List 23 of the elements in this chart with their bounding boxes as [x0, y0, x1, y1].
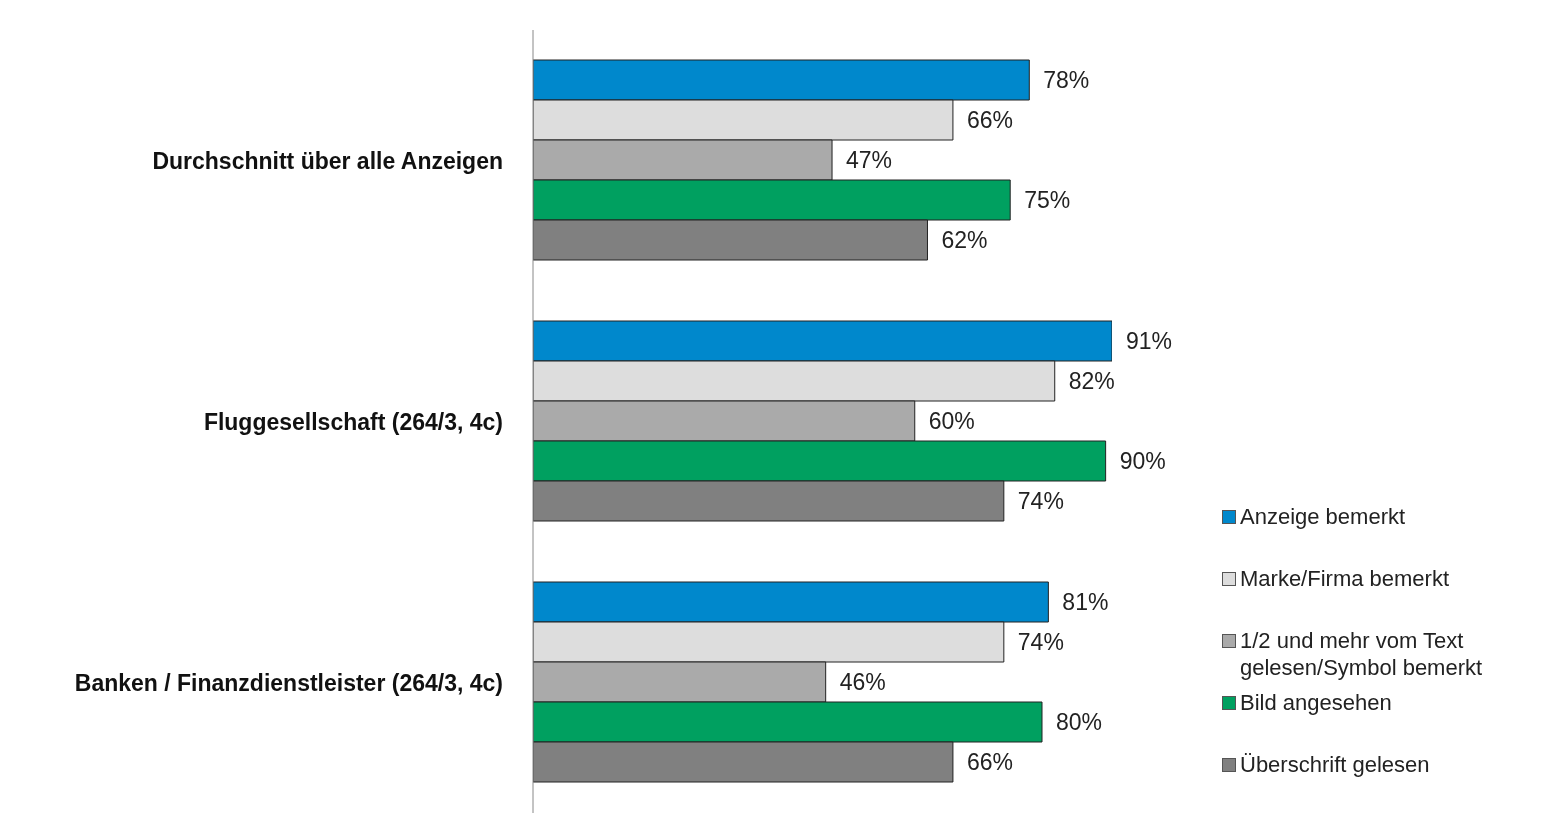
legend-label: Anzeige bemerkt	[1240, 503, 1406, 530]
legend-label: Überschrift gelesen	[1240, 751, 1430, 778]
data-label: 47%	[846, 147, 893, 174]
data-label: 80%	[1056, 709, 1103, 736]
data-label: 90%	[1119, 448, 1166, 475]
data-label: 82%	[1068, 368, 1115, 395]
data-label: 62%	[941, 227, 988, 254]
y-tick-label: Banken / Finanzdienstleister (264/3, 4c)	[74, 669, 503, 696]
legend-label: Marke/Firma bemerkt	[1240, 565, 1450, 592]
data-label: 91%	[1126, 328, 1173, 355]
legend-label: 1/2 und mehr vom Text gelesen/Symbol bemerkt	[1240, 627, 1484, 681]
data-label: 66%	[966, 749, 1013, 776]
data-label: 66%	[966, 107, 1013, 134]
data-label: 46%	[839, 669, 886, 696]
data-label: 81%	[1062, 589, 1109, 616]
data-label: 75%	[1024, 187, 1071, 214]
data-label: 60%	[928, 408, 975, 435]
data-label: 74%	[1017, 488, 1064, 515]
data-label: 78%	[1043, 67, 1090, 94]
y-tick-label: Fluggesellschaft (264/3, 4c)	[203, 408, 503, 435]
y-tick-label: Durchschnitt über alle Anzeigen	[152, 147, 503, 174]
legend-label: Bild angesehen	[1240, 689, 1392, 716]
data-label: 74%	[1017, 629, 1064, 656]
